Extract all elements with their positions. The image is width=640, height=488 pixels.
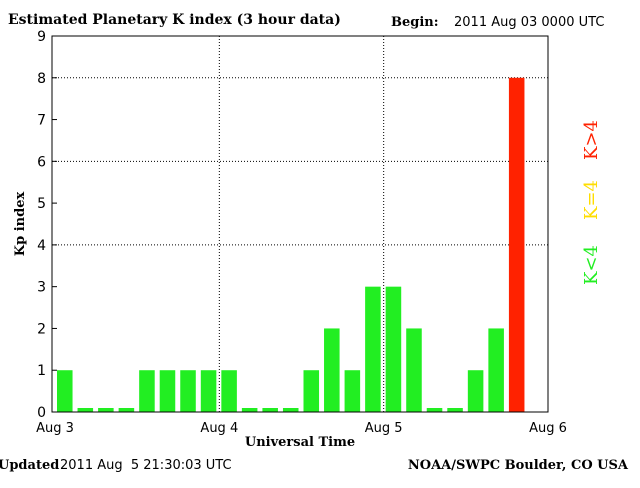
kp-bar (406, 328, 422, 412)
y-tick-label: 3 (37, 280, 46, 296)
kp-bar (447, 408, 463, 412)
kp-bar (467, 370, 484, 412)
legend-entry: K=4 (581, 180, 602, 220)
y-tick-label: 1 (37, 363, 46, 379)
kp-bar (139, 370, 155, 412)
kp-bar (98, 408, 114, 412)
y-tick-label: 2 (37, 321, 46, 337)
kp-bar (221, 370, 237, 412)
legend-entry: K<4 (581, 245, 602, 285)
kp-bar (57, 370, 73, 412)
y-tick-label: 4 (37, 238, 46, 254)
kp-bar (344, 370, 361, 412)
kp-bar (118, 408, 135, 412)
kp-bar (365, 286, 381, 412)
kp-bar (282, 408, 299, 412)
y-tick-label: 8 (37, 71, 46, 87)
legend-entry: K>4 (581, 120, 602, 160)
kp-bar (241, 408, 258, 412)
kp-bar (262, 408, 278, 412)
updated-value: 2011 Aug 5 21:30:03 UTC (60, 458, 232, 473)
kp-bar (385, 286, 402, 412)
y-tick-label: 0 (37, 405, 46, 421)
grid-lines (52, 36, 548, 412)
chart-title: Estimated Planetary K index (3 hour data… (8, 12, 341, 28)
x-tick-label: Aug 6 (529, 421, 567, 436)
kp-bar (77, 408, 94, 412)
x-tick-label: Aug 3 (36, 421, 74, 436)
kp-bar (200, 370, 217, 412)
kp-bar (488, 328, 504, 412)
bars (57, 77, 525, 413)
source-credit: NOAA/SWPC Boulder, CO USA (408, 458, 629, 473)
plot-frame (51, 35, 549, 413)
kp-bar (508, 77, 525, 413)
y-tick-label: 7 (37, 113, 46, 129)
kp-bar (426, 408, 443, 412)
legend: K<4 K=4 K>4 (581, 120, 602, 285)
begin-label: Begin: (391, 15, 439, 30)
x-tick-label: Aug 4 (200, 421, 238, 436)
kp-bar (180, 370, 196, 412)
y-tick-label: 6 (37, 154, 46, 170)
y-tick-label: 9 (37, 29, 46, 45)
begin-value: 2011 Aug 03 0000 UTC (454, 15, 604, 30)
x-axis: Aug 3 Aug 4 Aug 5 Aug 6 (36, 421, 567, 436)
kp-bar (159, 370, 176, 412)
x-tick-label: Aug 5 (365, 421, 403, 436)
updated-label: Updated (0, 458, 59, 473)
kp-bar (324, 328, 340, 412)
y-axis-label: Kp index (13, 192, 28, 257)
y-tick-label: 5 (37, 196, 46, 212)
kp-bar (303, 370, 320, 412)
x-axis-label: Universal Time (245, 435, 355, 450)
y-axis: 0 1 2 3 4 5 6 7 8 9 (37, 29, 57, 421)
